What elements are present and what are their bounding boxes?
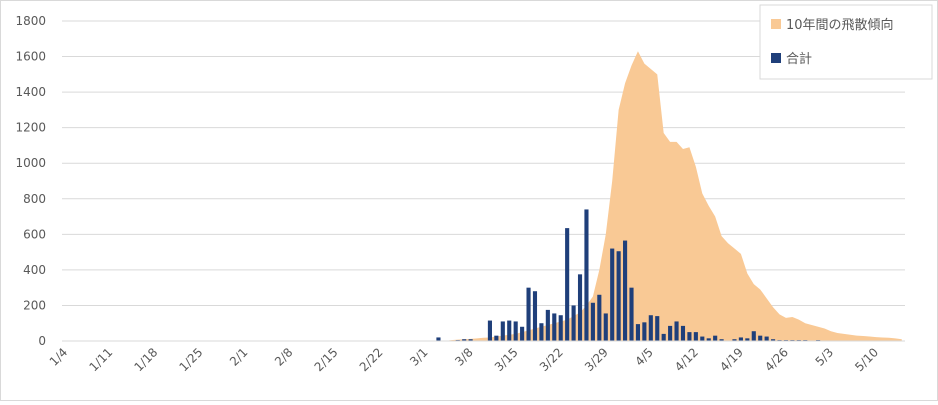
bar — [706, 338, 711, 341]
bar — [648, 315, 653, 341]
bar — [751, 331, 756, 341]
legend-box — [759, 4, 933, 80]
y-tick-label: 1200 — [15, 121, 46, 135]
bar — [642, 322, 647, 341]
bar — [494, 335, 499, 341]
legend-swatch — [771, 19, 781, 29]
bar — [616, 251, 621, 341]
y-tick-label: 1400 — [15, 85, 46, 99]
bar — [700, 336, 705, 341]
bar — [680, 325, 686, 341]
bar — [764, 336, 769, 341]
y-tick-label: 1600 — [15, 50, 46, 64]
y-tick-label: 600 — [23, 227, 46, 241]
bar — [687, 332, 692, 341]
bar — [713, 335, 718, 341]
bar — [693, 332, 698, 341]
bar — [571, 305, 576, 341]
bar — [565, 228, 570, 341]
bar — [738, 337, 743, 341]
area — [65, 51, 902, 341]
y-tick-label: 1000 — [15, 156, 46, 170]
y-tick-label: 1800 — [15, 14, 46, 28]
bar — [526, 287, 531, 341]
bar — [500, 321, 505, 341]
legend-swatch — [771, 53, 781, 63]
bar — [661, 333, 666, 341]
y-tick-label: 400 — [23, 263, 46, 277]
bar — [532, 291, 538, 341]
bar — [771, 339, 776, 341]
bar — [577, 274, 583, 341]
bar — [590, 302, 595, 341]
bar — [745, 338, 750, 341]
bar — [668, 325, 673, 341]
bar — [610, 248, 615, 341]
legend-label: 合計 — [786, 51, 812, 67]
bar — [674, 321, 679, 341]
bar — [558, 315, 563, 341]
bar — [436, 337, 441, 341]
bar — [597, 294, 602, 341]
bar — [520, 326, 525, 341]
bar — [513, 321, 518, 341]
bar — [603, 313, 608, 341]
y-tick-label: 0 — [38, 334, 46, 348]
bar — [629, 287, 634, 341]
bar — [552, 313, 557, 341]
bar — [462, 339, 467, 341]
bar — [758, 335, 763, 341]
y-tick-label: 800 — [23, 192, 46, 206]
y-tick-label: 200 — [23, 298, 46, 312]
bar — [468, 339, 473, 341]
bar — [732, 339, 737, 341]
bar — [545, 309, 550, 341]
bar — [507, 320, 512, 341]
bar — [655, 316, 660, 341]
bar — [487, 320, 492, 341]
bar — [623, 240, 628, 341]
legend-label: 10年間の飛散傾向 — [786, 17, 894, 33]
bar — [635, 324, 641, 341]
bar — [584, 209, 589, 341]
bar — [719, 339, 724, 341]
bar — [539, 323, 544, 341]
